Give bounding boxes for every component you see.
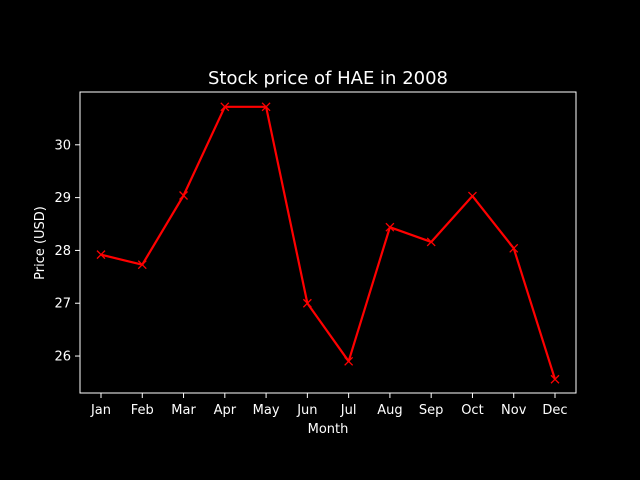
- x-tick-label: Jul: [340, 403, 357, 418]
- x-tick-label: Jun: [296, 403, 317, 418]
- data-point-marker: [96, 250, 106, 260]
- y-tick-label: 28: [54, 244, 71, 259]
- y-axis-label: Price (USD): [33, 206, 48, 280]
- y-tick-label: 27: [54, 297, 71, 312]
- plot-frame: [79, 91, 577, 394]
- series-layer: [96, 102, 560, 384]
- data-point-marker: [550, 374, 560, 384]
- data-point-marker: [344, 356, 354, 366]
- chart-title: Stock price of HAE in 2008: [208, 68, 448, 89]
- y-tick-label: 30: [54, 138, 71, 153]
- x-tick-label: Aug: [377, 403, 402, 418]
- data-point-marker: [302, 298, 312, 308]
- x-tick-label: Dec: [542, 403, 567, 418]
- data-point-marker: [179, 191, 189, 200]
- data-point-marker: [385, 222, 395, 232]
- x-tick-label: Sep: [419, 403, 444, 418]
- series-line: [100, 105, 557, 380]
- x-tick-label: Oct: [461, 403, 483, 418]
- x-tick-label: Jan: [90, 403, 111, 418]
- x-axis-label: Month: [308, 422, 349, 437]
- data-point-marker: [261, 102, 271, 112]
- x-tick-label: Apr: [214, 403, 237, 418]
- y-tick-label: 29: [54, 191, 71, 206]
- x-tick-label: Mar: [171, 403, 196, 418]
- data-point-marker: [137, 260, 147, 270]
- ticks-layer: Jan Feb Mar Apr May Jun Jul Aug Sep Oct Nov Dec 26 27…: [54, 138, 567, 418]
- x-tick-label: Feb: [131, 403, 154, 418]
- data-point-marker: [509, 243, 519, 253]
- x-tick-label: May: [253, 403, 280, 418]
- data-point-marker: [426, 237, 436, 247]
- data-point-marker: [467, 191, 477, 201]
- x-tick-label: Nov: [501, 403, 527, 418]
- y-tick-label: 26: [54, 350, 71, 365]
- data-point-marker: [220, 102, 230, 112]
